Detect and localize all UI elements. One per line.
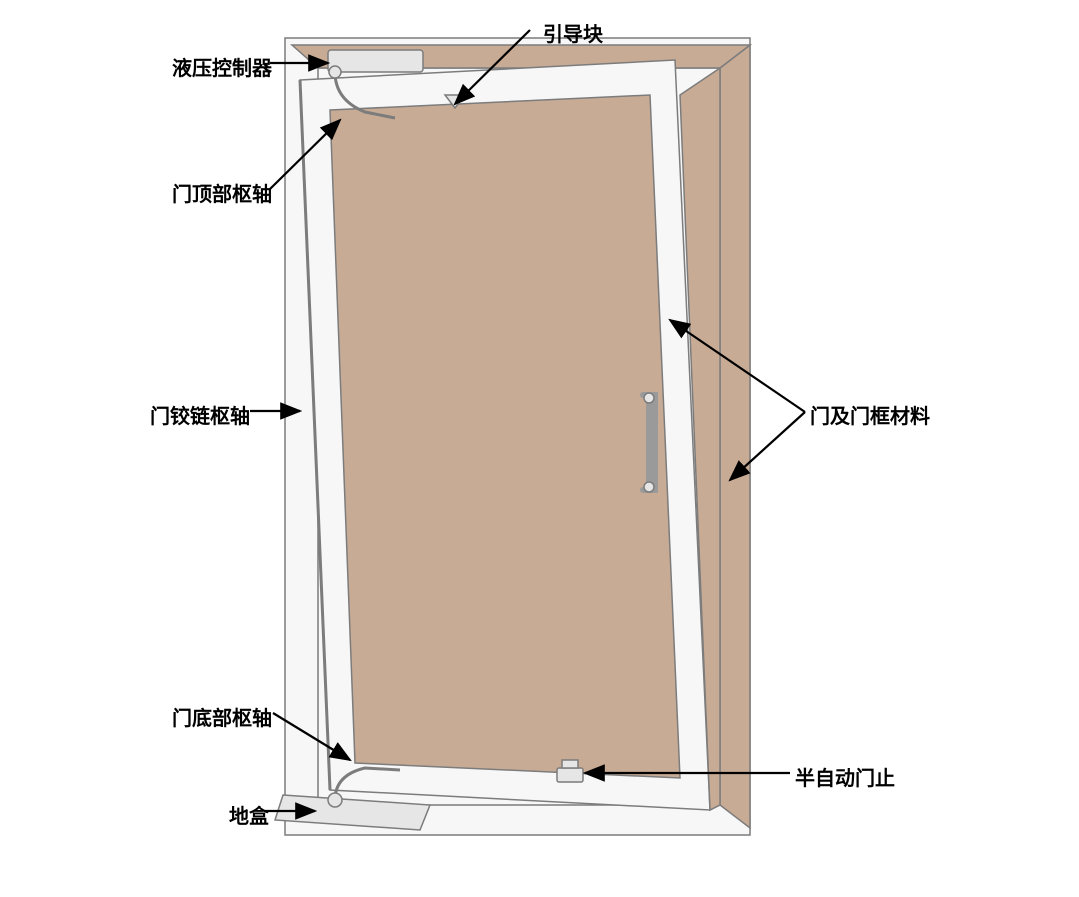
- label-door-top-pivot: 门顶部枢轴: [172, 178, 272, 207]
- diagram-canvas: 液压控制器 引导块 门顶部枢轴 门铰链枢轴 门及门框材料 门底部枢轴 半自动门止…: [0, 0, 1079, 897]
- label-door-bottom-pivot: 门底部枢轴: [172, 702, 272, 731]
- label-door-frame-material: 门及门框材料: [810, 400, 930, 429]
- label-floor-box: 地盒: [229, 800, 269, 829]
- label-guide-block: 引导块: [543, 18, 603, 47]
- label-semiauto-door-stop: 半自动门止: [795, 762, 895, 791]
- label-hydraulic-controller: 液压控制器: [172, 52, 272, 81]
- door-diagram-svg: [0, 0, 1079, 897]
- label-door-hinge-pivot: 门铰链枢轴: [150, 400, 250, 429]
